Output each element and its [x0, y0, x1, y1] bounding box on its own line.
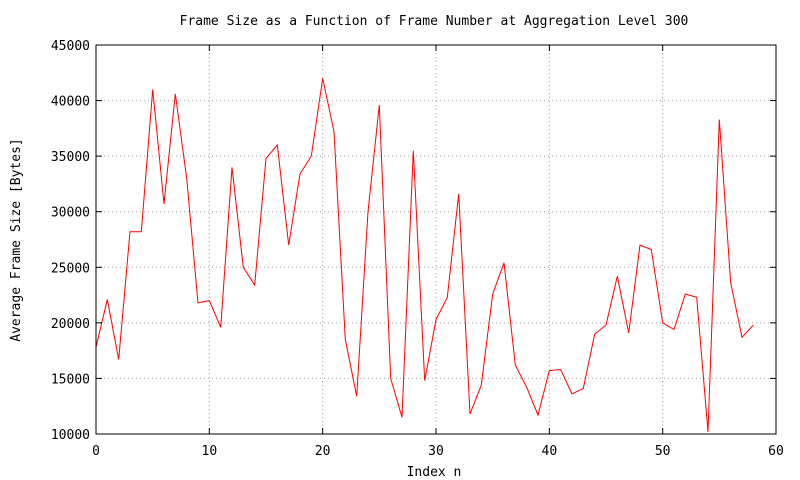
y-tick-label: 25000 [51, 261, 90, 276]
x-tick-label: 0 [92, 444, 100, 459]
grid [96, 45, 776, 434]
x-tick-label: 10 [202, 444, 218, 459]
y-tick-label: 15000 [51, 372, 90, 387]
y-tick-label: 40000 [51, 95, 90, 110]
plot-frame [95, 44, 777, 435]
series-layer [95, 78, 754, 432]
tick-marks [95, 44, 777, 435]
x-tick-label: 50 [655, 444, 671, 459]
x-axis-label: Index n [407, 465, 462, 480]
y-tick-label: 30000 [51, 206, 90, 221]
y-tick-labels: 10000 15000 20000 25000 30000 35000 40000 45000 [51, 39, 90, 443]
series-line [95, 78, 754, 432]
chart-title: Frame Size as a Function of Frame Number… [180, 14, 689, 29]
x-tick-label: 30 [428, 444, 444, 459]
y-tick-label: 10000 [51, 428, 90, 443]
x-tick-label: 40 [542, 444, 558, 459]
x-tick-label: 20 [315, 444, 331, 459]
y-tick-label: 45000 [51, 39, 90, 54]
x-tick-label: 60 [768, 444, 784, 459]
x-tick-labels: 0 10 20 30 40 50 60 [92, 444, 784, 459]
y-tick-label: 20000 [51, 317, 90, 332]
y-axis-label: Average Frame Size [Bytes] [9, 138, 24, 342]
y-tick-label: 35000 [51, 150, 90, 165]
